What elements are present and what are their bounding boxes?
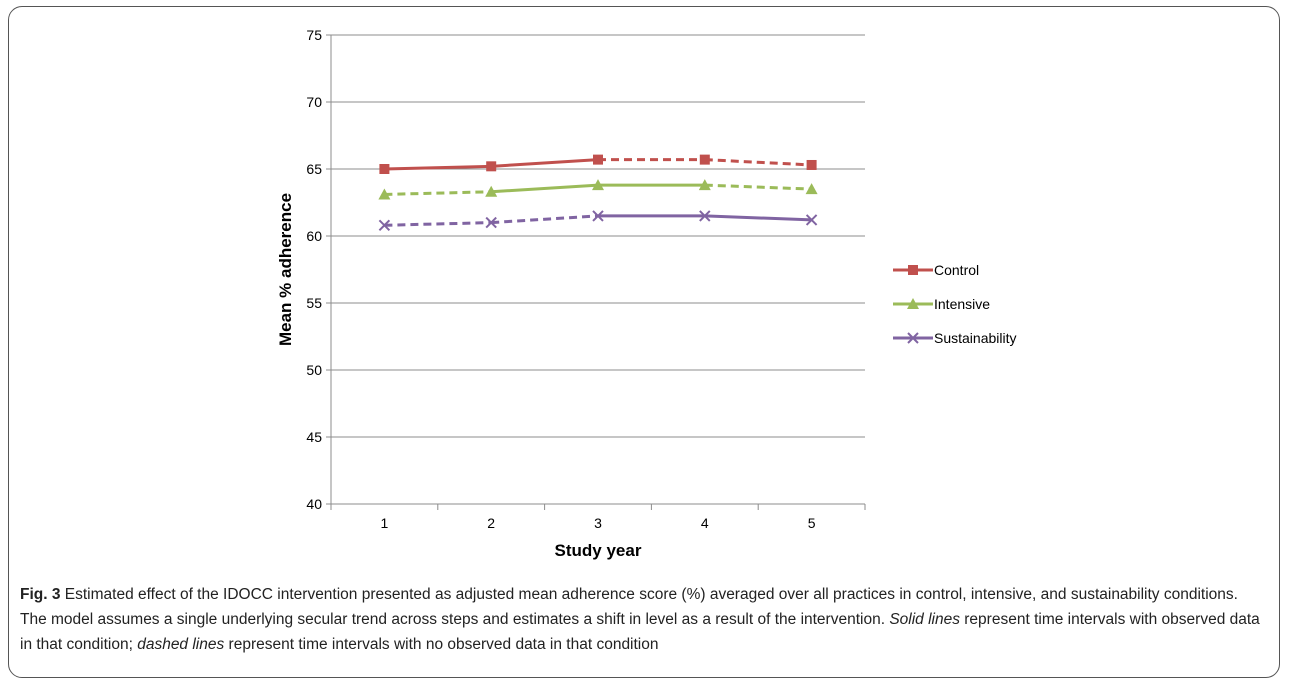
caption-solid-lines: Solid lines (889, 611, 960, 628)
y-tick-label: 55 (306, 295, 322, 311)
y-axis-title: Mean % adherence (276, 193, 295, 346)
y-tick-label: 45 (306, 429, 322, 445)
data-point (379, 164, 390, 174)
x-tick-label: 4 (701, 515, 709, 531)
y-tick-label: 65 (306, 161, 322, 177)
series-control (379, 154, 817, 174)
data-point (378, 219, 391, 231)
data-point (592, 210, 604, 222)
legend: Control Intensive Sustainability (893, 262, 1017, 346)
data-point (907, 298, 919, 309)
series-line-segment (384, 164, 492, 171)
data-point (485, 185, 498, 197)
figure-label: Fig. 3 (20, 586, 61, 603)
data-point (699, 210, 711, 222)
y-tick-label: 40 (306, 496, 322, 512)
gridlines (331, 34, 865, 438)
data-point (485, 216, 497, 229)
series-group (378, 154, 818, 231)
legend-label: Intensive (934, 296, 990, 312)
figure-caption: Fig. 3 Estimated effect of the IDOCC int… (20, 582, 1268, 657)
y-tick-label: 70 (306, 94, 322, 110)
data-point (805, 183, 818, 195)
data-point (698, 179, 711, 191)
legend-label: Sustainability (934, 330, 1017, 346)
caption-dashed-lines: dashed lines (137, 636, 225, 653)
data-point (806, 159, 817, 170)
series-line-segment (384, 190, 492, 196)
data-point (699, 154, 710, 165)
data-point (593, 154, 603, 165)
figure-frame (8, 6, 1280, 678)
caption-text-1: Estimated effect of the IDOCC interventi… (20, 586, 1238, 628)
data-point (805, 214, 818, 226)
y-tick-label: 75 (306, 27, 322, 43)
y-tick-label: 60 (306, 228, 322, 244)
series-line-segment (491, 214, 599, 225)
y-tick-labels: 40 45 50 55 60 65 70 75 (306, 27, 322, 512)
x-tick-label: 3 (594, 515, 602, 531)
series-line-segment (384, 221, 492, 227)
series-intensive (378, 179, 818, 200)
y-tick-label: 50 (306, 362, 322, 378)
data-point (908, 265, 918, 275)
caption-text-2: represent time intervals with observed d… (20, 611, 1260, 653)
x-axis-title: Study year (555, 541, 642, 560)
x-tick-label: 1 (381, 515, 389, 531)
series-sustainability (378, 210, 818, 231)
series-line-segment (704, 158, 812, 167)
series-line-segment (491, 183, 599, 194)
data-point (907, 332, 919, 344)
caption-text-3: represent time intervals with no observe… (224, 636, 659, 653)
data-point (378, 188, 391, 200)
legend-label: Control (934, 262, 979, 278)
data-point (592, 179, 604, 191)
series-line-segment (704, 214, 812, 222)
x-tick-label: 5 (808, 515, 816, 531)
x-tick-label: 2 (487, 515, 495, 531)
data-point (486, 161, 497, 172)
series-line-segment (704, 183, 812, 191)
axes (326, 34, 866, 510)
series-line-segment (491, 158, 599, 168)
x-tick-labels: 1 2 3 4 5 (381, 515, 816, 531)
